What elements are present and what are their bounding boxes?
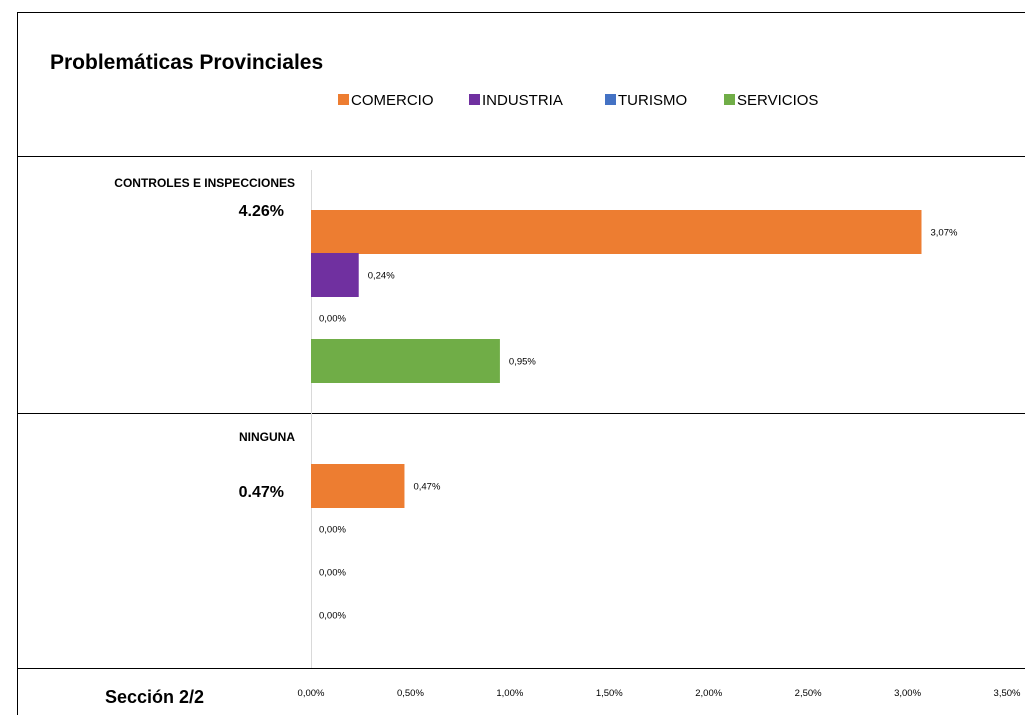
x-tick-label: 0,00%: [298, 688, 325, 699]
category-labels: CONTROLES E INSPECCIONES 4.26% NINGUNA 0.47…: [114, 176, 295, 501]
legend-label-industria: INDUSTRIA: [482, 92, 563, 109]
chart-title: Problemáticas Provinciales: [50, 51, 323, 74]
legend: COMERCIO INDUSTRIA TURISMO SERVICIOS: [338, 92, 818, 109]
legend-swatch-industria: [469, 94, 480, 105]
bar-controles-e-inspecciones-comercio: [311, 210, 922, 254]
legend-label-servicios: SERVICIOS: [737, 92, 818, 109]
x-tick-label: 2,50%: [795, 688, 822, 699]
x-tick-label: 2,00%: [695, 688, 722, 699]
bars: 3,07% 0,24% 0,00% 0,95% 0,47% 0,00% 0,00% 0,00%: [311, 210, 958, 622]
value-label-controles-e-inspecciones-industria: 0,24%: [368, 271, 395, 282]
category-label-controles-e-inspecciones: CONTROLES E INSPECCIONES: [114, 176, 295, 190]
category-total-ninguna: 0.47%: [239, 484, 284, 501]
x-tick-label: 1,50%: [596, 688, 623, 699]
section-footer: Sección 2/2: [105, 687, 204, 707]
value-label-controles-e-inspecciones-turismo: 0,00%: [319, 314, 346, 325]
x-tick-label: 1,00%: [496, 688, 523, 699]
category-total-controles-e-inspecciones: 4.26%: [239, 203, 284, 220]
legend-label-turismo: TURISMO: [618, 92, 687, 109]
value-label-controles-e-inspecciones-comercio: 3,07%: [930, 228, 957, 239]
value-label-ninguna-turismo: 0,00%: [319, 568, 346, 579]
value-label-ninguna-comercio: 0,47%: [413, 482, 440, 493]
bar-ninguna-comercio: [311, 464, 405, 508]
x-tick-label: 3,50%: [994, 688, 1021, 699]
x-tick-label: 0,50%: [397, 688, 424, 699]
x-tick-label: 3,00%: [894, 688, 921, 699]
value-label-ninguna-industria: 0,00%: [319, 525, 346, 536]
x-axis-ticks: 0,00% 0,50% 1,00% 1,50% 2,00% 2,50% 3,00% 3,50%: [298, 688, 1021, 699]
bar-controles-e-inspecciones-industria: [311, 253, 359, 297]
legend-swatch-comercio: [338, 94, 349, 105]
category-label-ninguna: NINGUNA: [239, 430, 295, 444]
chart-frame: [17, 12, 1025, 715]
bar-controles-e-inspecciones-servicios: [311, 339, 500, 383]
legend-swatch-servicios: [724, 94, 735, 105]
value-label-controles-e-inspecciones-servicios: 0,95%: [509, 357, 536, 368]
legend-swatch-turismo: [605, 94, 616, 105]
legend-label-comercio: COMERCIO: [351, 92, 434, 109]
value-label-ninguna-servicios: 0,00%: [319, 611, 346, 622]
